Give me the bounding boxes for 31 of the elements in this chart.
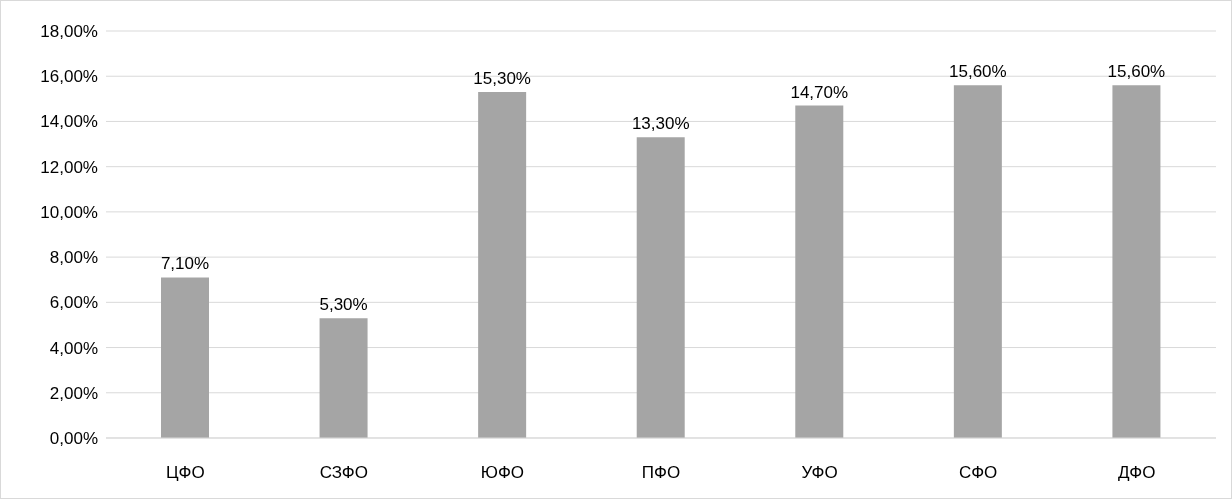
y-tick-label: 14,00%	[40, 112, 98, 132]
data-label: 5,30%	[319, 295, 368, 315]
bar	[478, 92, 527, 438]
data-label: 13,30%	[631, 114, 690, 134]
bar	[161, 277, 209, 438]
x-tick-label: УФО	[801, 463, 838, 483]
y-tick-label: 2,00%	[49, 383, 98, 403]
x-tick-label: ПФО	[641, 463, 681, 483]
x-tick-label: СФО	[958, 463, 998, 483]
y-tick-label: 8,00%	[49, 248, 98, 268]
data-label: 15,60%	[1107, 62, 1166, 82]
y-tick-label: 12,00%	[40, 157, 98, 177]
y-tick-label: 18,00%	[40, 22, 98, 42]
y-tick-label: 4,00%	[49, 338, 98, 358]
y-tick-label: 6,00%	[49, 293, 98, 313]
x-tick-label: ДФО	[1118, 463, 1156, 483]
y-tick-label: 16,00%	[40, 67, 98, 87]
x-tick-label: ЮФО	[480, 463, 525, 483]
data-label: 7,10%	[160, 254, 210, 274]
data-label: 15,60%	[949, 62, 1007, 82]
bar	[795, 105, 844, 438]
bar	[636, 137, 685, 438]
bar	[319, 318, 368, 438]
bar	[953, 85, 1002, 438]
data-label: 15,30%	[473, 69, 531, 89]
x-tick-label: ЦФО	[165, 463, 205, 483]
y-tick-label: 0,00%	[49, 429, 98, 449]
x-tick-label: СЗФО	[319, 463, 369, 483]
y-tick-label: 10,00%	[40, 202, 98, 222]
bar	[1112, 85, 1161, 438]
data-label: 14,70%	[790, 82, 849, 102]
